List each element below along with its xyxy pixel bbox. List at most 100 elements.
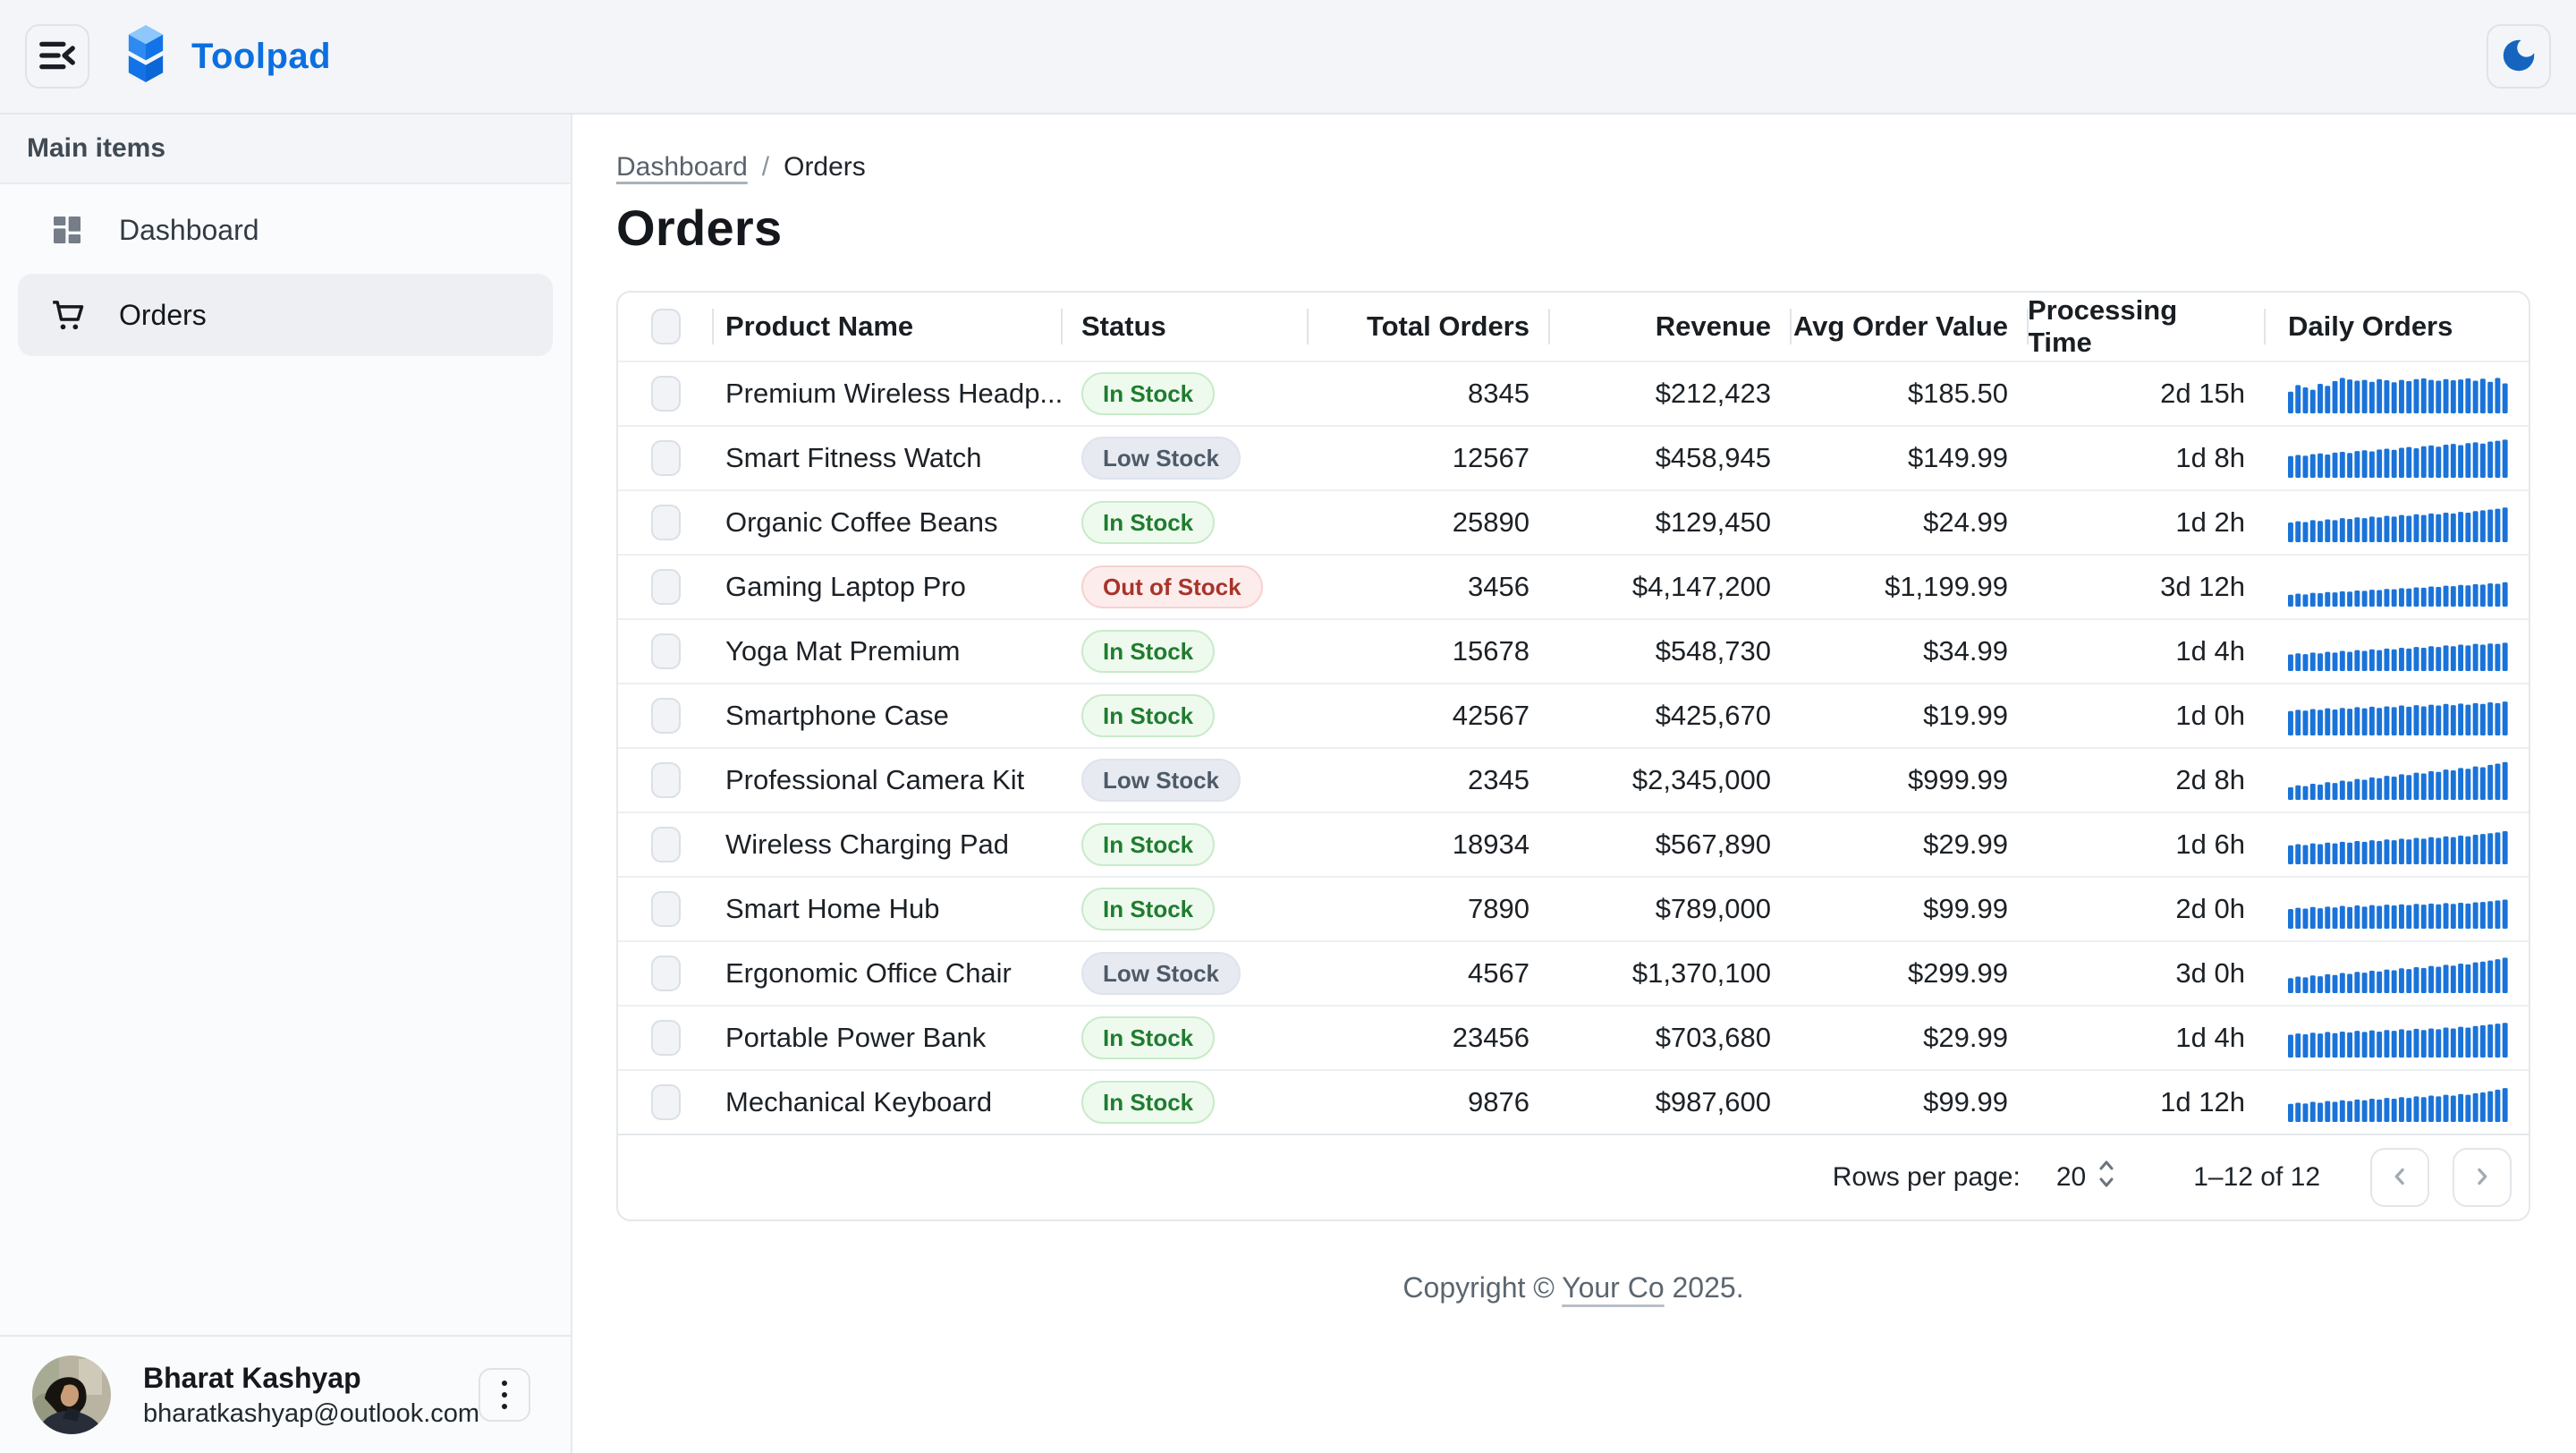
sidebar-toggle-button[interactable]: [25, 24, 89, 89]
revenue-cell: $987,600: [1655, 1086, 1771, 1117]
column-header-daily-orders[interactable]: Daily Orders: [2265, 293, 2529, 361]
rows-per-page-select[interactable]: 20: [2056, 1159, 2116, 1196]
avg-order-value-cell: $29.99: [1923, 828, 2008, 860]
total-orders-cell: 23456: [1452, 1022, 1530, 1053]
avg-order-value-cell: $185.50: [1907, 378, 2008, 409]
daily-orders-cell: [2265, 889, 2529, 929]
table-row: Smart Fitness Watch Low Stock 12567 $458…: [618, 425, 2529, 489]
column-header-processing-time[interactable]: Processing Time: [2028, 293, 2265, 361]
daily-orders-sparkline: [2288, 507, 2508, 542]
sidebar-item-label: Orders: [119, 298, 207, 331]
table-row: Gaming Laptop Pro Out of Stock 3456 $4,1…: [618, 554, 2529, 618]
daily-orders-cell: [2265, 374, 2529, 413]
row-checkbox[interactable]: [650, 1084, 681, 1120]
avatar: [32, 1355, 111, 1434]
revenue-cell: $129,450: [1655, 506, 1771, 538]
copyright: Copyright © Your Co 2025.: [1402, 1271, 1744, 1304]
main-content: Dashboard / Orders Orders Product Name S…: [572, 115, 2576, 1453]
column-header-total-orders[interactable]: Total Orders: [1308, 293, 1549, 361]
processing-time-cell: 2d 15h: [2160, 378, 2245, 409]
daily-orders-cell: [2265, 438, 2529, 478]
column-header-product-name[interactable]: Product Name: [713, 293, 1062, 361]
revenue-cell: $1,370,100: [1631, 957, 1771, 989]
product-name-cell: Organic Coffee Beans: [725, 506, 998, 538]
sidebar: Main items Dashboard Orders: [0, 115, 572, 1453]
product-name-cell: Smart Fitness Watch: [725, 442, 982, 473]
daily-orders-sparkline: [2288, 378, 2508, 413]
total-orders-cell: 25890: [1452, 506, 1530, 538]
column-header-avg-order-value[interactable]: Avg Order Value: [1791, 293, 2028, 361]
processing-time-cell: 2d 0h: [2175, 893, 2245, 924]
status-cell: In Stock: [1062, 1081, 1308, 1124]
row-checkbox[interactable]: [650, 569, 681, 605]
status-cell: In Stock: [1062, 630, 1308, 673]
total-orders-cell: 8345: [1468, 378, 1530, 409]
daily-orders-cell: [2265, 632, 2529, 671]
daily-orders-sparkline: [2288, 439, 2508, 478]
user-menu-button[interactable]: [479, 1368, 530, 1422]
daily-orders-sparkline: [2288, 582, 2508, 607]
breadcrumb-dashboard-link[interactable]: Dashboard: [616, 152, 748, 182]
daily-orders-cell: [2265, 954, 2529, 993]
revenue-cell: $4,147,200: [1631, 571, 1771, 602]
pagination-range: 1–12 of 12: [2193, 1162, 2320, 1192]
product-name-cell: Yoga Mat Premium: [725, 635, 961, 667]
table-row: Portable Power Bank In Stock 23456 $703,…: [618, 1005, 2529, 1069]
processing-time-cell: 2d 8h: [2175, 764, 2245, 795]
theme-toggle-button[interactable]: [2487, 24, 2551, 89]
avg-order-value-cell: $19.99: [1923, 700, 2008, 731]
status-badge: In Stock: [1081, 501, 1216, 544]
company-link[interactable]: Your Co: [1562, 1271, 1665, 1304]
avg-order-value-cell: $1,199.99: [1885, 571, 2008, 602]
table-row: Smartphone Case In Stock 42567 $425,670 …: [618, 683, 2529, 747]
status-badge: In Stock: [1081, 630, 1216, 673]
breadcrumb-separator: /: [761, 152, 770, 182]
brand[interactable]: Toolpad: [118, 24, 331, 89]
status-badge: In Stock: [1081, 823, 1216, 866]
processing-time-cell: 1d 2h: [2175, 506, 2245, 538]
row-checkbox[interactable]: [650, 376, 681, 412]
row-checkbox[interactable]: [650, 440, 681, 476]
avg-order-value-cell: $999.99: [1907, 764, 2008, 795]
table-header-row: Product Name Status Total Orders Revenue…: [618, 293, 2529, 361]
select-all-checkbox[interactable]: [650, 309, 681, 344]
row-checkbox[interactable]: [650, 891, 681, 927]
next-page-button[interactable]: [2453, 1148, 2512, 1207]
table-body: Premium Wireless Headp... In Stock 8345 …: [618, 361, 2529, 1134]
row-checkbox[interactable]: [650, 1020, 681, 1056]
total-orders-cell: 7890: [1468, 893, 1530, 924]
table-row: Ergonomic Office Chair Low Stock 4567 $1…: [618, 940, 2529, 1005]
revenue-cell: $789,000: [1655, 893, 1771, 924]
column-header-status[interactable]: Status: [1062, 293, 1308, 361]
moon-icon: [2498, 35, 2539, 79]
daily-orders-cell: [2265, 567, 2529, 607]
column-header-revenue[interactable]: Revenue: [1549, 293, 1791, 361]
daily-orders-sparkline: [2288, 899, 2508, 929]
select-stepper-icon: [2097, 1159, 2116, 1196]
processing-time-cell: 3d 12h: [2160, 571, 2245, 602]
total-orders-cell: 9876: [1468, 1086, 1530, 1117]
status-cell: In Stock: [1062, 888, 1308, 930]
prev-page-button[interactable]: [2370, 1148, 2429, 1207]
status-badge: In Stock: [1081, 888, 1216, 930]
processing-time-cell: 1d 4h: [2175, 635, 2245, 667]
row-checkbox[interactable]: [650, 633, 681, 669]
total-orders-cell: 42567: [1452, 700, 1530, 731]
chevron-right-icon: [2469, 1163, 2496, 1193]
user-card: Bharat Kashyap bharatkashyap@outlook.com: [0, 1335, 571, 1453]
status-cell: Low Stock: [1062, 437, 1308, 480]
revenue-cell: $567,890: [1655, 828, 1771, 860]
product-name-cell: Mechanical Keyboard: [725, 1086, 993, 1117]
status-cell: Out of Stock: [1062, 565, 1308, 608]
daily-orders-cell: [2265, 696, 2529, 735]
user-name: Bharat Kashyap: [143, 1362, 361, 1394]
sidebar-item-orders[interactable]: Orders: [18, 274, 553, 356]
row-checkbox[interactable]: [650, 762, 681, 798]
avg-order-value-cell: $29.99: [1923, 1022, 2008, 1053]
row-checkbox[interactable]: [650, 698, 681, 734]
row-checkbox[interactable]: [650, 956, 681, 991]
row-checkbox[interactable]: [650, 827, 681, 862]
sidebar-item-dashboard[interactable]: Dashboard: [0, 197, 571, 263]
product-name-cell: Professional Camera Kit: [725, 764, 1025, 795]
row-checkbox[interactable]: [650, 505, 681, 540]
